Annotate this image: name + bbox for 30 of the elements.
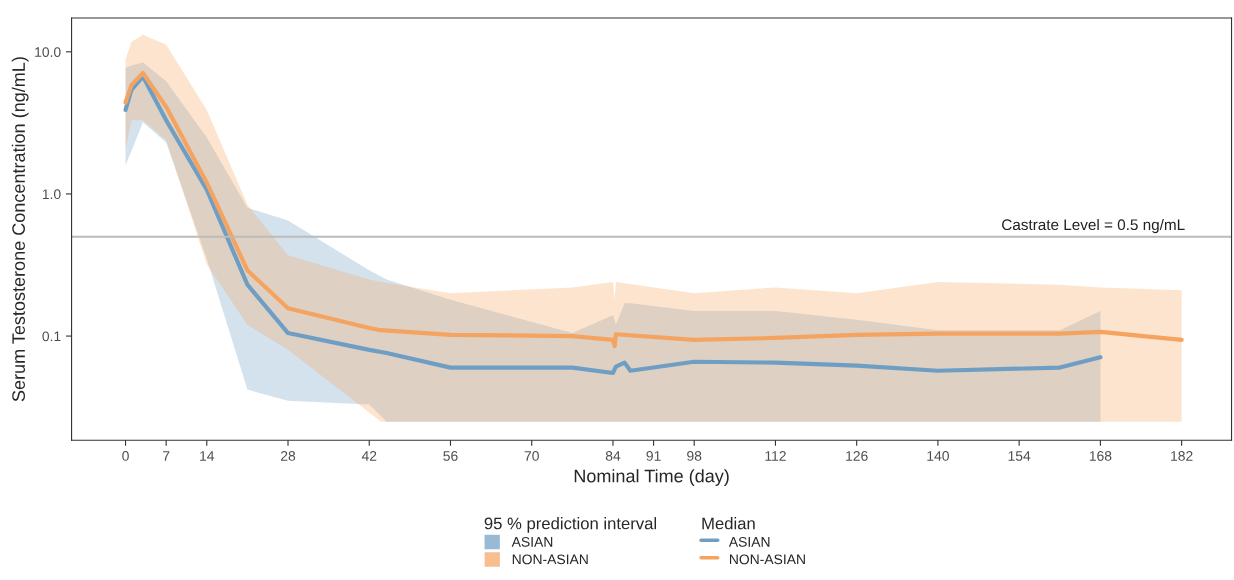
y-tick-label: 10.0: [35, 47, 61, 57]
x-tick-label: 112: [765, 451, 786, 461]
x-tick-label: 84: [605, 451, 621, 461]
x-tick-label: 154: [1008, 451, 1031, 461]
x-tick-label: 28: [280, 451, 296, 461]
x-tick-label: 126: [846, 451, 868, 461]
text: ASIAN: [728, 536, 770, 547]
x-tick-label: 42: [361, 451, 377, 461]
text: Median: [702, 517, 755, 530]
x-tick-label: 70: [524, 451, 539, 461]
x-tick-label: 168: [1089, 451, 1112, 461]
x-tick-label: 91: [646, 451, 661, 461]
x-tick-label: 182: [1171, 451, 1193, 461]
text: NON-ASIAN: [729, 554, 805, 565]
y-axis-title: Serum Testosterone Concentration (ng/mL): [11, 57, 29, 402]
y-tick-label: 1.0: [42, 189, 61, 200]
legend-label: NON-ASIAN: [512, 554, 588, 565]
line-series: [123, 74, 1103, 376]
x-tick-label: 14: [200, 451, 215, 461]
x-tick-label: 140: [927, 451, 949, 461]
y-tick-label: 0.1: [42, 331, 61, 342]
x-tick-label: 0: [122, 451, 129, 461]
x-tick-label: 56: [443, 451, 458, 461]
legend-label: ASIAN: [511, 536, 553, 547]
x-axis-title: Nominal Time (day): [574, 469, 729, 486]
x-tick-label: 98: [687, 451, 702, 461]
text: 95 % prediction interval: [484, 517, 657, 533]
x-tick-label: 7: [163, 451, 170, 461]
line-series: [123, 70, 1184, 349]
ref-line-label: Castrate Level = 0.5 ng/mL: [1002, 218, 1185, 234]
